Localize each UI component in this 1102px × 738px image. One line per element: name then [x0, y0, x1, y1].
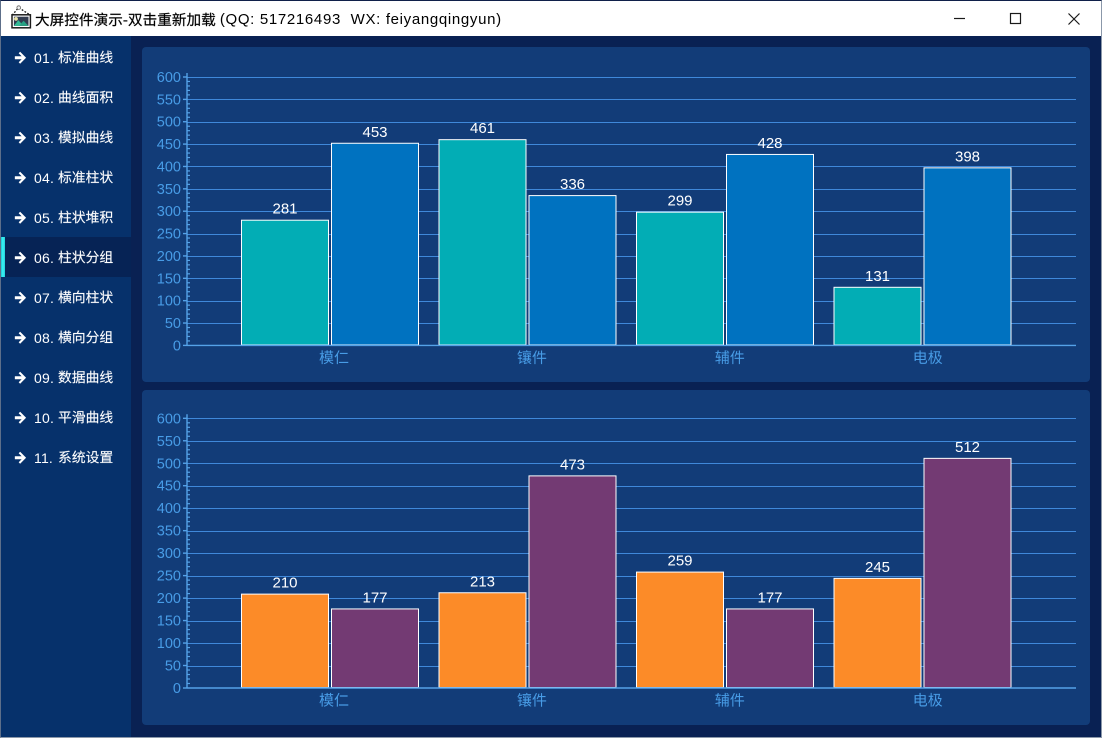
svg-text:450: 450: [157, 137, 181, 153]
svg-text:453: 453: [362, 124, 387, 141]
svg-text:50: 50: [165, 659, 181, 675]
svg-text:350: 350: [157, 524, 181, 540]
svg-text:500: 500: [157, 115, 181, 131]
svg-text:550: 550: [157, 92, 181, 108]
svg-text:281: 281: [272, 201, 297, 218]
svg-text:600: 600: [157, 411, 181, 427]
svg-text:150: 150: [157, 271, 181, 287]
svg-text:473: 473: [560, 456, 585, 473]
svg-text:400: 400: [157, 159, 181, 175]
svg-text:299: 299: [667, 193, 692, 210]
svg-text:400: 400: [157, 501, 181, 517]
svg-text:0: 0: [173, 681, 181, 697]
svg-text:213: 213: [470, 573, 495, 590]
svg-text:131: 131: [865, 268, 890, 285]
svg-text:177: 177: [362, 589, 387, 606]
svg-text:398: 398: [955, 148, 980, 165]
svg-text:461: 461: [470, 120, 495, 137]
svg-text:210: 210: [272, 575, 297, 592]
svg-text:300: 300: [157, 204, 181, 220]
svg-text:0: 0: [173, 338, 181, 354]
svg-text:550: 550: [157, 434, 181, 450]
svg-text:100: 100: [157, 636, 181, 652]
svg-text:500: 500: [157, 456, 181, 472]
svg-text:50: 50: [165, 316, 181, 332]
svg-text:177: 177: [757, 589, 782, 606]
svg-text:200: 200: [157, 249, 181, 265]
svg-text:150: 150: [157, 614, 181, 630]
svg-text:600: 600: [157, 70, 181, 86]
svg-text:250: 250: [157, 227, 181, 243]
svg-text:259: 259: [667, 553, 692, 570]
svg-text:200: 200: [157, 591, 181, 607]
svg-text:512: 512: [955, 439, 980, 456]
svg-text:428: 428: [757, 135, 782, 152]
svg-text:245: 245: [865, 559, 890, 576]
svg-text:450: 450: [157, 479, 181, 495]
svg-text:100: 100: [157, 294, 181, 310]
svg-text:250: 250: [157, 569, 181, 585]
svg-text:300: 300: [157, 546, 181, 562]
svg-text:336: 336: [560, 176, 585, 193]
svg-text:350: 350: [157, 182, 181, 198]
